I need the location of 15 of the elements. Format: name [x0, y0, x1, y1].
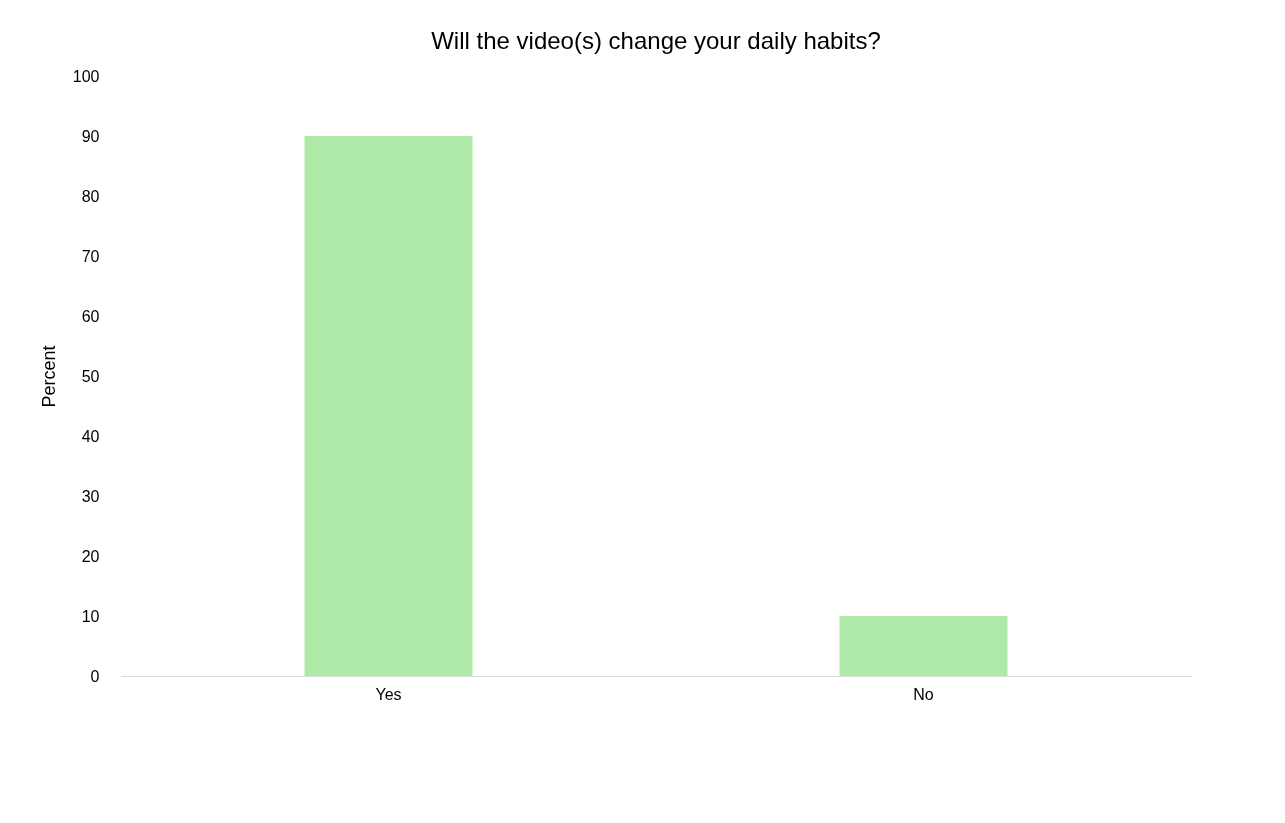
y-tick-label: 10 [81, 607, 100, 625]
y-tick-label: 50 [81, 367, 100, 385]
y-tick-label: 0 [90, 667, 100, 685]
y-tick-label: 70 [81, 247, 100, 265]
y-tick-label: 20 [81, 547, 100, 565]
x-tick-label: Yes [375, 685, 402, 703]
y-tick-label: 100 [72, 67, 100, 85]
y-tick-label: 90 [81, 127, 100, 145]
y-axis-title: Percent [38, 345, 59, 408]
y-tick-label: 80 [81, 187, 100, 205]
y-tick-label: 40 [81, 427, 100, 445]
x-tick-label: No [913, 685, 934, 703]
chart-title: Will the video(s) change your daily habits? [431, 27, 881, 54]
y-tick-label: 60 [81, 307, 100, 325]
y-tick-label: 30 [81, 487, 100, 505]
